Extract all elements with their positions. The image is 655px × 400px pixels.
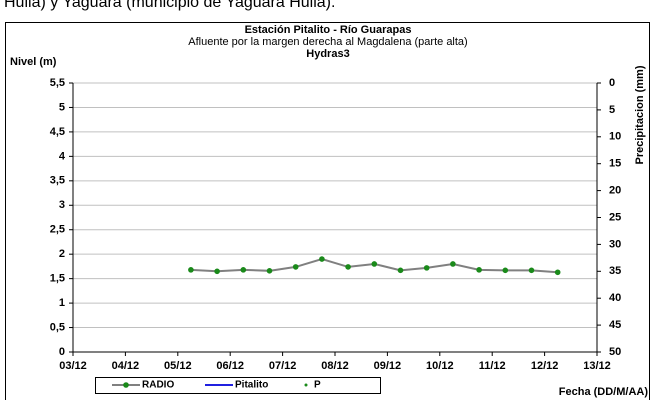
y-tick-label: 5 xyxy=(59,101,65,113)
y-tick-label: 4 xyxy=(59,150,66,162)
x-tick-label: 10/12 xyxy=(426,360,454,372)
y-tick-label: 3,5 xyxy=(50,175,65,187)
y2-tick-label: 45 xyxy=(609,319,621,331)
x-tick-label: 06/12 xyxy=(216,360,244,372)
series-marker xyxy=(371,261,378,267)
x-axis-label: Fecha (DD/M/AA) xyxy=(559,386,649,398)
y2-tick-label: 5 xyxy=(609,104,615,116)
series-marker xyxy=(319,256,325,262)
series-marker xyxy=(292,264,299,270)
series-marker xyxy=(423,265,430,271)
x-tick-label: 13/12 xyxy=(583,360,611,372)
legend-swatch xyxy=(123,382,129,388)
x-tick-label: 11/12 xyxy=(479,360,506,372)
series-marker xyxy=(214,268,220,275)
chart-subtitle: Afluente por la margen derecha al Magdal… xyxy=(188,36,467,48)
y-tick-label: 1 xyxy=(59,297,65,309)
series-marker xyxy=(266,268,273,274)
y2-axis-label: Precipitacion (mm) xyxy=(634,65,646,164)
series-marker xyxy=(554,269,561,276)
y2-tick-label: 0 xyxy=(609,77,615,89)
y-tick-label: 0 xyxy=(59,346,65,358)
chart-title: Estación Pitalito - Río Guarapas xyxy=(245,24,412,36)
y2-tick-label: 15 xyxy=(609,158,621,170)
y-tick-label: 2 xyxy=(59,248,65,260)
legend xyxy=(95,377,381,394)
y-tick-label: 1,5 xyxy=(50,273,65,285)
x-tick-label: 03/12 xyxy=(59,360,87,372)
x-tick-label: 12/12 xyxy=(531,360,559,372)
y2-tick-label: 20 xyxy=(609,185,621,197)
y2-tick-label: 25 xyxy=(609,211,621,223)
y2-tick-label: 30 xyxy=(609,238,621,250)
y-tick-label: 3 xyxy=(59,199,65,211)
y-tick-label: 0,5 xyxy=(50,321,65,333)
chart-subtitle: Hydras3 xyxy=(306,48,349,60)
y2-tick-label: 50 xyxy=(609,346,621,358)
y-tick-label: 5,5 xyxy=(50,77,65,89)
series-marker xyxy=(502,267,509,274)
header-text: Huila) y Yaguara (municipio de Yaguara H… xyxy=(4,0,335,11)
y2-tick-label: 40 xyxy=(609,292,621,304)
chart-frame xyxy=(5,22,650,400)
legend-swatch xyxy=(304,383,308,387)
series-marker xyxy=(240,267,247,273)
y-tick-label: 4,5 xyxy=(50,126,65,138)
legend-label: RADIO xyxy=(142,380,174,391)
y2-tick-label: 10 xyxy=(609,131,621,143)
series-marker xyxy=(476,267,482,273)
x-tick-label: 08/12 xyxy=(321,360,349,372)
series-marker xyxy=(528,267,535,274)
y-tick-label: 2,5 xyxy=(50,224,65,236)
x-tick-label: 05/12 xyxy=(164,360,192,372)
x-tick-label: 09/12 xyxy=(374,360,402,372)
series-marker xyxy=(188,267,194,273)
x-tick-label: 04/12 xyxy=(112,360,140,372)
y2-tick-label: 35 xyxy=(609,265,621,277)
x-tick-label: 07/12 xyxy=(269,360,297,372)
series-marker xyxy=(450,261,456,267)
series-marker xyxy=(345,264,351,270)
legend-label: P xyxy=(314,380,321,391)
series-marker xyxy=(397,267,404,274)
y-axis-label: Nivel (m) xyxy=(10,56,57,68)
legend-label: Pitalito xyxy=(235,380,268,391)
